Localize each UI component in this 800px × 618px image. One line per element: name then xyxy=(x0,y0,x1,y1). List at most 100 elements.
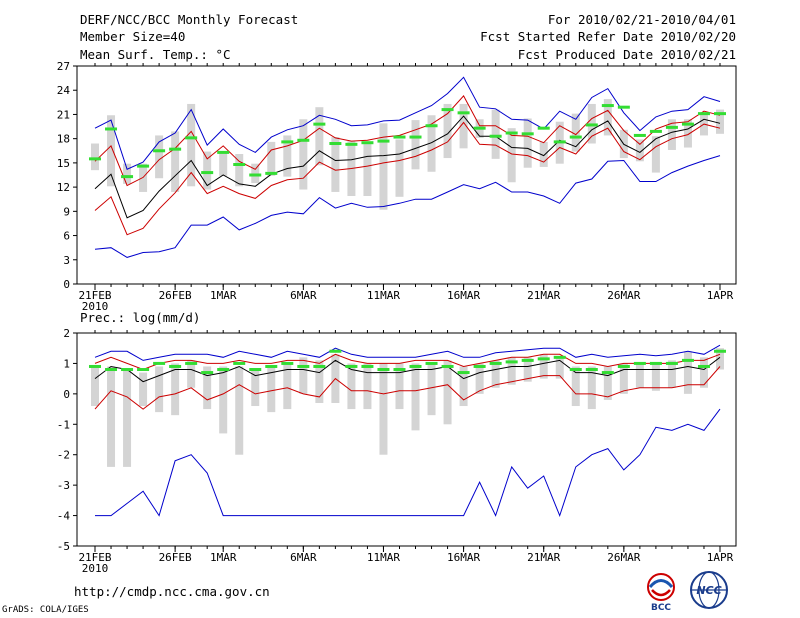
prec-ytick-label: -5 xyxy=(57,540,70,553)
temp-obs-marker xyxy=(361,141,374,145)
temp-obs-marker xyxy=(89,157,101,161)
prec-obs-marker xyxy=(697,364,710,368)
temp-obs-marker xyxy=(313,122,326,126)
prec-ensemble-bar xyxy=(716,348,724,370)
temp-ensemble-bar xyxy=(235,154,244,187)
temp-series-upper xyxy=(94,95,721,187)
prec-plot-frame xyxy=(76,332,737,547)
temp-ensemble-bar xyxy=(635,139,644,162)
prec-ytick-label: -4 xyxy=(57,510,71,523)
temp-xtick-label: 21FEB xyxy=(78,289,111,302)
temp-obs-marker xyxy=(714,112,726,116)
prec-obs-marker xyxy=(377,368,390,372)
temp-ensemble-bar xyxy=(219,151,228,176)
prec-ensemble-bar xyxy=(299,357,308,394)
temp-ensemble-bar xyxy=(507,128,516,183)
prec-obs-marker xyxy=(521,358,534,362)
temp-obs-marker xyxy=(425,124,438,128)
prec-ensemble-bar xyxy=(555,357,564,379)
forecast-period: For 2010/02/21-2010/04/01 xyxy=(547,12,736,27)
temp-xtick-label: 11MAR xyxy=(367,289,400,302)
temp-xtick-label: 1APR xyxy=(707,289,734,302)
prec-ensemble-bar xyxy=(363,363,372,410)
prec-obs-marker xyxy=(297,364,310,368)
prec-ytick-label: 2 xyxy=(63,327,70,340)
temp-obs-marker xyxy=(233,163,246,167)
temp-ensemble-bar xyxy=(716,109,724,134)
prec-ensemble-bar xyxy=(187,360,196,388)
temp-obs-marker xyxy=(265,171,278,175)
temp-xtick-label: 16MAR xyxy=(447,289,480,302)
temp-obs-marker xyxy=(201,171,214,175)
prec-obs-marker xyxy=(393,368,406,372)
prec-xtick-label: 26FEB xyxy=(159,551,192,564)
temp-obs-marker xyxy=(633,133,646,137)
prec-panel-title: Prec.: log(mm/d) xyxy=(80,310,200,325)
refer-date: Fcst Started Refer Date 2010/02/20 xyxy=(480,29,736,44)
prec-ensemble-bar xyxy=(667,360,676,388)
prec-obs-marker xyxy=(89,364,101,368)
prec-ensemble-bar xyxy=(203,366,212,410)
prec-ensemble-bar xyxy=(523,357,532,382)
temp-ensemble-bar xyxy=(395,139,404,197)
prec-obs-marker xyxy=(665,361,678,365)
member-size: Member Size=40 xyxy=(80,29,186,44)
prec-series-mean xyxy=(94,356,721,383)
prec-obs-marker xyxy=(714,349,726,353)
prec-obs-marker xyxy=(137,368,150,372)
temp-ensemble-bar xyxy=(331,137,340,192)
temp-ensemble-bar xyxy=(203,151,212,190)
temp-obs-marker xyxy=(153,149,166,153)
temp-ensemble-bar xyxy=(411,120,420,170)
prec-ensemble-bar xyxy=(539,354,548,379)
temp-ytick-label: 9 xyxy=(63,205,70,218)
temp-obs-marker xyxy=(249,173,262,177)
temp-ensemble-bar xyxy=(283,135,292,177)
prec-obs-marker xyxy=(121,368,134,372)
bcc-logo: BCC xyxy=(647,573,675,612)
prec-ensemble-bar xyxy=(411,363,420,431)
prec-obs-marker xyxy=(169,364,182,368)
prec-xtick-label: 26MAR xyxy=(607,551,640,564)
source-url[interactable]: http://cmdp.ncc.cma.gov.cn xyxy=(74,584,270,599)
prec-obs-marker xyxy=(265,364,278,368)
ncc-logo-text: NCC xyxy=(696,584,721,597)
prec-obs-marker xyxy=(153,361,166,365)
prec-series-max xyxy=(94,344,721,361)
prec-obs-marker xyxy=(489,361,502,365)
prec-ensemble-bar xyxy=(139,372,148,407)
temp-obs-marker xyxy=(585,123,598,127)
prec-obs-marker xyxy=(409,364,422,368)
prec-ensemble-bar xyxy=(571,366,580,407)
bcc-logo-text: BCC xyxy=(651,603,671,612)
temp-series-lower xyxy=(94,121,721,236)
prec-ensemble-bar xyxy=(699,357,708,388)
temp-ensemble-bar xyxy=(443,103,452,159)
temp-ensemble-bar xyxy=(315,107,324,166)
prec-obs-marker xyxy=(345,364,358,368)
prec-series-upper xyxy=(94,353,721,371)
prec-xtick-label: 21FEB xyxy=(78,551,111,564)
prec-obs-marker xyxy=(553,355,566,359)
prec-ensemble-bar xyxy=(491,360,500,388)
temp-ytick-label: 0 xyxy=(63,278,70,291)
prec-ensemble-bar xyxy=(459,366,468,407)
temp-xtick-sublabel: 2010 xyxy=(82,300,109,313)
temp-ensemble-bar xyxy=(107,115,116,187)
temp-obs-marker xyxy=(681,122,694,126)
prec-obs-marker xyxy=(649,361,662,365)
temp-ytick-label: 18 xyxy=(57,133,70,146)
temp-ytick-label: 12 xyxy=(57,181,70,194)
temp-obs-marker xyxy=(105,127,118,131)
temp-obs-marker xyxy=(505,131,518,135)
temp-obs-marker xyxy=(569,135,582,139)
temp-ensemble-bar xyxy=(571,113,580,152)
prec-ensemble-bar xyxy=(219,366,228,434)
prec-obs-marker xyxy=(681,358,694,362)
prec-ensemble-bar xyxy=(91,366,99,407)
temp-ytick-label: 3 xyxy=(63,254,70,267)
temp-plot-frame xyxy=(76,65,737,285)
temp-ensemble-bar xyxy=(91,143,99,171)
prec-ensemble-bar xyxy=(267,366,276,413)
prec-xtick-label: 11MAR xyxy=(367,551,400,564)
